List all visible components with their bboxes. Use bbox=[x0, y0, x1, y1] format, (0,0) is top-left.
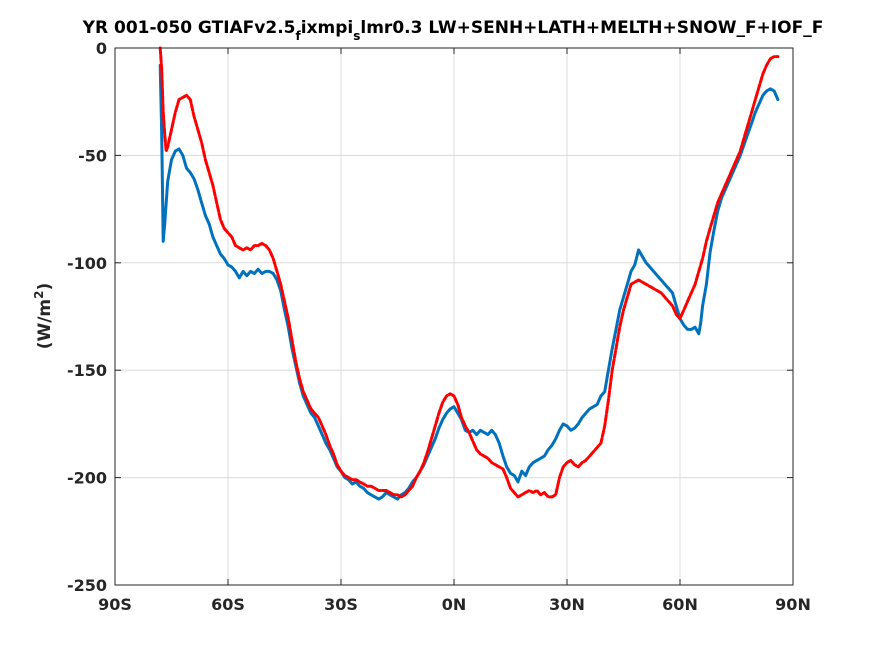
x-tick-label: 90N bbox=[775, 595, 811, 614]
x-tick-label: 60N bbox=[662, 595, 698, 614]
title-subscript: s bbox=[353, 29, 360, 43]
x-tick-label: 60S bbox=[211, 595, 245, 614]
x-tick-label: 90S bbox=[98, 595, 132, 614]
grid bbox=[114, 47, 794, 586]
chart-title: YR 001-050 GTIAFv2.5fixmpislmr0.3 LW+SEN… bbox=[82, 18, 824, 43]
x-tick-label: 30S bbox=[324, 595, 358, 614]
y-axis-label-close: ) bbox=[35, 283, 55, 291]
series-layer bbox=[158, 46, 780, 501]
y-axis-label: (W/m2) bbox=[32, 283, 55, 350]
y-tick-label: 0 bbox=[96, 39, 107, 58]
y-tick-label: -150 bbox=[67, 361, 107, 380]
title-segment: ixmpi bbox=[301, 18, 354, 38]
y-axis-label-text: (W/m bbox=[35, 299, 55, 349]
series-line-2 bbox=[158, 46, 780, 499]
y-axis-label-superscript: 2 bbox=[32, 290, 46, 298]
title-subscript: f bbox=[295, 29, 301, 43]
x-tick-label: 0N bbox=[442, 595, 467, 614]
title-segment: lmr0.3 LW+SENH+LATH+MELTH+SNOW_F+IOF_F bbox=[360, 18, 823, 38]
x-tick-label: 30N bbox=[549, 595, 585, 614]
title-segment: YR 001-050 GTIAFv2.5 bbox=[82, 18, 296, 38]
y-tick-label: -100 bbox=[67, 254, 107, 273]
y-tick-label: -50 bbox=[78, 146, 107, 165]
y-tick-label: -200 bbox=[67, 469, 107, 488]
tick-layer: 90S 60S 30S 0N 30N 60N 90N 0 -50 -100 -150 -200 -250 bbox=[67, 39, 811, 614]
y-tick-label: -250 bbox=[67, 576, 107, 595]
